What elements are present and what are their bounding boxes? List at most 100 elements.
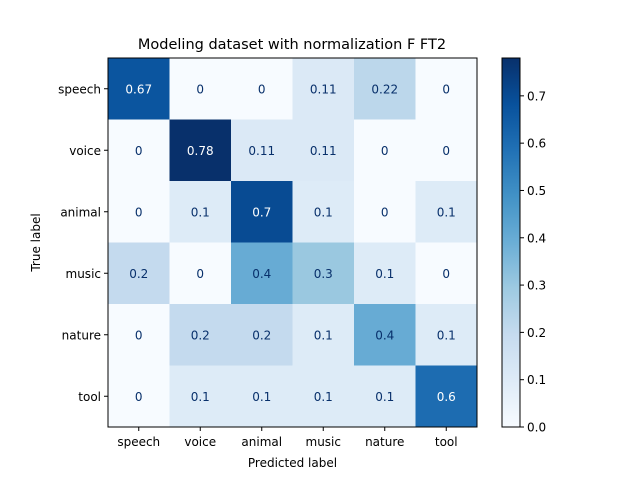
cell-value-label: 0.22 — [371, 82, 398, 96]
heatmap-cell — [169, 242, 232, 305]
cell-value-label: 0.1 — [252, 390, 271, 404]
cell-value-label: 0 — [135, 144, 143, 158]
colorbar-tick-label: 0.4 — [527, 231, 546, 245]
cell-value-label: 0 — [196, 82, 204, 96]
x-tick-label: animal — [241, 435, 282, 449]
cell-value-label: 0.1 — [314, 390, 333, 404]
cell-value-label: 0.1 — [314, 205, 333, 219]
y-tick-label: voice — [69, 144, 101, 158]
cell-value-label: 0.4 — [252, 267, 271, 281]
heatmap-cell — [292, 181, 355, 243]
heatmap-cell — [354, 242, 416, 305]
cell-value-label: 0.4 — [375, 328, 394, 342]
chart-title: Modeling dataset with normalization F FT… — [138, 37, 446, 53]
heatmap-cell — [292, 304, 355, 366]
colorbar-tick-label: 0.2 — [527, 326, 546, 340]
heatmap-cell — [108, 58, 170, 120]
cell-value-label: 0.67 — [125, 82, 152, 96]
cell-value-label: 0.78 — [187, 144, 214, 158]
heatmap-cells: 0.67 0 0 0.11 0.22 0 0 0.78 0.11 0.11 0 0 0 0.1 0.7 0.1… — [108, 58, 478, 428]
heatmap-cell — [354, 119, 416, 182]
heatmap-cell — [231, 242, 293, 305]
cell-value-label: 0.2 — [129, 267, 148, 281]
heatmap-cell — [415, 119, 478, 182]
heatmap-cell — [292, 242, 355, 305]
cell-value-label: 0.2 — [252, 328, 271, 342]
x-axis-ticks: speech voice animal music nature tool — [117, 427, 458, 449]
x-axis-label: Predicted label — [248, 456, 337, 470]
x-tick-label: nature — [365, 435, 404, 449]
heatmap-cell — [108, 304, 170, 366]
colorbar-tick-label: 0.1 — [527, 373, 546, 387]
heatmap-cell — [415, 181, 478, 243]
colorbar-tick-label: 0.6 — [527, 137, 546, 151]
heatmap-cell — [354, 58, 416, 120]
cell-value-label: 0 — [442, 82, 450, 96]
cell-value-label: 0 — [381, 144, 389, 158]
x-tick-label: music — [306, 435, 341, 449]
x-tick-label: tool — [435, 435, 458, 449]
cell-value-label: 0 — [258, 82, 266, 96]
colorbar-tick-label: 0.0 — [527, 421, 546, 435]
heatmap-cell — [292, 119, 355, 182]
cell-value-label: 0.1 — [437, 328, 456, 342]
colorbar-tick-label: 0.5 — [527, 184, 546, 198]
heatmap-cell — [169, 304, 232, 366]
heatmap-cell — [169, 119, 232, 182]
heatmap-cell — [415, 58, 478, 120]
cell-value-label: 0.6 — [437, 390, 456, 404]
plot-frame — [107, 57, 478, 428]
y-axis-label: True label — [29, 213, 43, 272]
y-tick-label: tool — [78, 390, 101, 404]
heatmap-cell — [108, 242, 170, 305]
y-tick-label: nature — [62, 328, 101, 342]
cell-value-label: 0 — [442, 267, 450, 281]
cell-value-label: 0.11 — [310, 144, 337, 158]
x-tick-label: speech — [117, 435, 160, 449]
y-tick-label: music — [66, 267, 101, 281]
heatmap-cell — [292, 58, 355, 120]
heatmap-cell — [231, 119, 293, 182]
x-tick-label: voice — [184, 435, 216, 449]
cell-value-label: 0 — [135, 205, 143, 219]
colorbar-ticks: 0.0 0.1 0.2 0.3 0.4 0.5 0.6 0.7 — [520, 89, 546, 435]
heatmap-cell — [231, 181, 293, 243]
cell-value-label: 0.1 — [314, 328, 333, 342]
heatmap-cell — [108, 365, 170, 428]
cell-value-label: 0 — [196, 267, 204, 281]
cell-value-label: 0.1 — [375, 267, 394, 281]
cell-value-label: 0 — [442, 144, 450, 158]
colorbar-tick-label: 0.7 — [527, 89, 546, 103]
y-tick-label: speech — [58, 82, 101, 96]
heatmap-cell — [231, 304, 293, 366]
cell-value-label: 0.1 — [191, 390, 210, 404]
heatmap-cell — [354, 304, 416, 366]
y-axis-ticks: speech voice animal music nature tool — [58, 82, 108, 404]
cell-value-label: 0 — [135, 390, 143, 404]
heatmap-cell — [354, 181, 416, 243]
cell-value-label: 0 — [135, 328, 143, 342]
cell-value-label: 0.11 — [248, 144, 275, 158]
colorbar — [501, 57, 521, 428]
cell-value-label: 0.1 — [437, 205, 456, 219]
y-tick-label: animal — [60, 205, 101, 219]
cell-value-label: 0 — [381, 205, 389, 219]
heatmap-cell — [169, 181, 232, 243]
heatmap-cell — [169, 365, 232, 428]
cell-value-label: 0.1 — [375, 390, 394, 404]
cell-value-label: 0.11 — [310, 82, 337, 96]
cell-value-label: 0.2 — [191, 328, 210, 342]
cell-value-label: 0.7 — [252, 205, 271, 219]
heatmap-cell — [354, 365, 416, 428]
heatmap-cell — [415, 365, 478, 428]
cell-value-label: 0.1 — [191, 205, 210, 219]
heatmap-cell — [415, 304, 478, 366]
colorbar-tick-label: 0.3 — [527, 279, 546, 293]
heatmap-cell — [108, 119, 170, 182]
heatmap-cell — [108, 181, 170, 243]
heatmap-cell — [169, 58, 232, 120]
heatmap-cell — [415, 242, 478, 305]
heatmap-cell — [231, 365, 293, 428]
heatmap-cell — [292, 365, 355, 428]
